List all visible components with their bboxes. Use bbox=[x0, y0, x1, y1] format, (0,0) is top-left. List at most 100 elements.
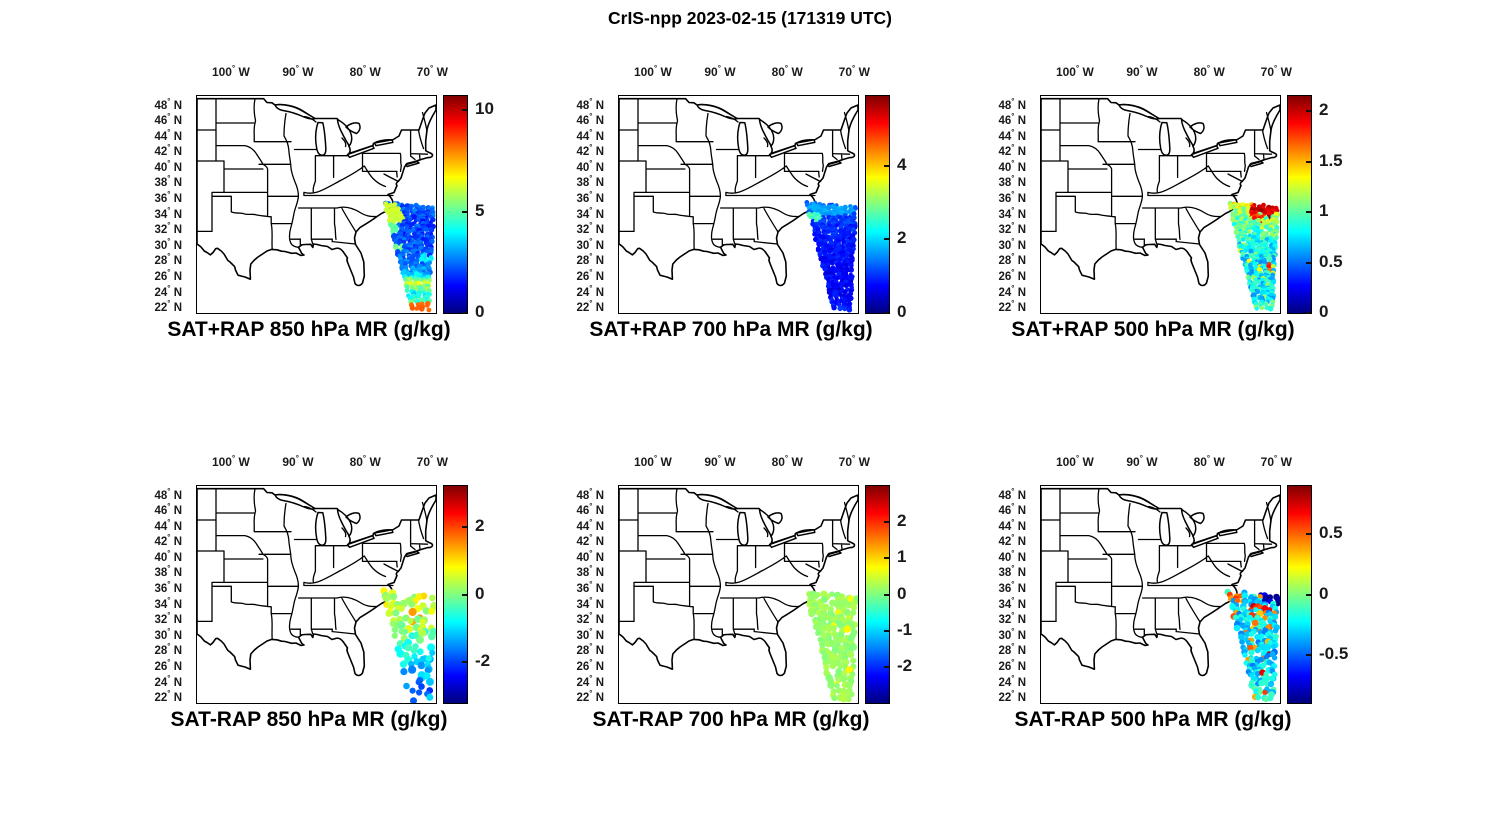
satellite-swath-scatter bbox=[1227, 200, 1280, 312]
lon-tick-label: 90° W bbox=[704, 64, 736, 80]
colorbar-ticks bbox=[1288, 486, 1311, 703]
map-frame bbox=[196, 95, 437, 314]
lat-tick-label: 38° N bbox=[998, 174, 1027, 190]
lat-tick-label: 30° N bbox=[998, 626, 1027, 642]
panel-sat-plus-rap-850: 100° W 90° W 80° W 70° W 48° N 46° N 44° N 42°… bbox=[134, 55, 534, 375]
longitude-axis: 100° W 90° W 80° W 70° W bbox=[196, 454, 448, 475]
colorbar-tick-mark bbox=[462, 312, 467, 314]
lon-tick-label: 90° W bbox=[1126, 64, 1158, 80]
colorbar-tick-mark bbox=[884, 665, 889, 668]
colorbar-tick-mark bbox=[1306, 533, 1311, 536]
panel-title: SAT-RAP 700 hPa MR (g/kg) bbox=[592, 708, 870, 731]
colorbar-tick-label: 10 bbox=[475, 99, 494, 119]
lat-tick-label: 44° N bbox=[154, 517, 183, 533]
lat-tick-label: 34° N bbox=[576, 205, 605, 221]
lat-tick-label: 24° N bbox=[154, 673, 183, 689]
lon-tick-label: 100° W bbox=[211, 454, 250, 470]
lon-tick-label: 70° W bbox=[1260, 64, 1292, 80]
colorbar-tick-mark bbox=[884, 521, 889, 524]
panel-title: SAT-RAP 500 hPa MR (g/kg) bbox=[1014, 708, 1292, 731]
lat-tick-label: 42° N bbox=[154, 143, 183, 159]
lat-tick-label: 40° N bbox=[154, 158, 183, 174]
lat-tick-label: 34° N bbox=[998, 595, 1027, 611]
lon-tick-label: 80° W bbox=[349, 64, 381, 80]
lat-tick-label: 30° N bbox=[154, 236, 183, 252]
colorbar-gradient bbox=[1288, 96, 1311, 313]
lon-tick-label: 70° W bbox=[416, 64, 448, 80]
lat-tick-label: 26° N bbox=[154, 267, 183, 283]
satellite-swath-scatter bbox=[806, 590, 858, 703]
colorbar-labels: -0.5 0 0.5 bbox=[1319, 485, 1375, 702]
colorbar-tick-label: 0 bbox=[897, 583, 907, 603]
lat-tick-label: 24° N bbox=[576, 673, 605, 689]
lat-tick-label: 46° N bbox=[576, 112, 605, 127]
colorbar-tick-label: -1 bbox=[897, 619, 913, 639]
colorbar-tick-label: 2 bbox=[475, 515, 485, 535]
lat-tick-label: 48° N bbox=[576, 96, 605, 112]
lat-tick-label: 32° N bbox=[576, 611, 605, 627]
figure-title: CrIS-npp 2023-02-15 (171319 UTC) bbox=[608, 8, 892, 28]
lat-tick-label: 42° N bbox=[576, 533, 605, 549]
colorbar-tick-label: 0.5 bbox=[1319, 251, 1343, 271]
lat-tick-label: 30° N bbox=[576, 236, 605, 252]
panel-sat-plus-rap-700: 100° W 90° W 80° W 70° W 48° N 46° N 44° N 42°… bbox=[556, 55, 956, 375]
colorbar-tick-label: 0 bbox=[475, 583, 485, 603]
satellite-swath-scatter bbox=[804, 200, 858, 313]
colorbar bbox=[1287, 485, 1312, 704]
colorbar-labels: -2 -1 0 1 2 bbox=[897, 485, 953, 702]
lon-tick-label: 70° W bbox=[838, 64, 870, 80]
lon-tick-label: 70° W bbox=[416, 454, 448, 470]
lat-tick-label: 36° N bbox=[998, 580, 1027, 595]
lat-tick-label: 40° N bbox=[576, 548, 605, 564]
lat-tick-label: 28° N bbox=[998, 252, 1027, 268]
lat-tick-label: 46° N bbox=[154, 112, 183, 127]
longitude-axis: 100° W 90° W 80° W 70° W bbox=[1040, 64, 1292, 85]
map-frame bbox=[196, 485, 437, 704]
panel-sat-plus-rap-500: 100° W 90° W 80° W 70° W 48° N 46° N 44° N 42°… bbox=[978, 55, 1378, 375]
lon-tick-label: 80° W bbox=[771, 64, 803, 80]
colorbar-labels: -2 0 2 bbox=[475, 485, 531, 702]
lat-tick-label: 32° N bbox=[576, 221, 605, 237]
panel-sat-minus-rap-850: 100° W 90° W 80° W 70° W 48° N 46° N 44° N 42°… bbox=[134, 445, 534, 765]
lon-tick-label: 100° W bbox=[211, 64, 250, 80]
lon-tick-label: 90° W bbox=[1126, 454, 1158, 470]
latitude-axis: 48° N 46° N 44° N 42° N 40° N 38° N 36° N 34° N… bbox=[134, 95, 190, 314]
lon-tick-label: 70° W bbox=[1260, 454, 1292, 470]
lat-tick-label: 36° N bbox=[154, 190, 183, 205]
lat-tick-label: 34° N bbox=[998, 205, 1027, 221]
colorbar-tick-label: 0 bbox=[1319, 583, 1329, 603]
lat-tick-label: 44° N bbox=[154, 127, 183, 143]
latitude-axis: 48° N 46° N 44° N 42° N 40° N 38° N 36° N 34° N… bbox=[134, 485, 190, 704]
lat-tick-label: 32° N bbox=[998, 221, 1027, 237]
lat-tick-label: 48° N bbox=[998, 486, 1027, 502]
colorbar-ticks bbox=[866, 486, 889, 703]
lat-tick-label: 48° N bbox=[154, 96, 183, 112]
lat-tick-label: 46° N bbox=[998, 112, 1027, 127]
lat-tick-label: 42° N bbox=[154, 533, 183, 549]
lat-tick-label: 48° N bbox=[998, 96, 1027, 112]
lat-tick-label: 26° N bbox=[998, 267, 1027, 283]
lat-tick-label: 42° N bbox=[576, 143, 605, 159]
map-frame bbox=[1040, 485, 1281, 704]
colorbar-tick-mark bbox=[1306, 261, 1311, 264]
colorbar-tick-mark bbox=[462, 210, 467, 213]
colorbar-tick-mark bbox=[462, 525, 467, 528]
lat-tick-label: 22° N bbox=[154, 299, 183, 314]
lat-tick-label: 34° N bbox=[576, 595, 605, 611]
colorbar bbox=[1287, 95, 1312, 314]
colorbar-ticks bbox=[1288, 96, 1311, 314]
colorbar-tick-mark bbox=[462, 593, 467, 596]
lat-tick-label: 40° N bbox=[576, 158, 605, 174]
us-map bbox=[197, 487, 436, 703]
lon-tick-label: 80° W bbox=[349, 454, 381, 470]
lat-tick-label: 28° N bbox=[154, 252, 183, 268]
lat-tick-label: 28° N bbox=[154, 642, 183, 658]
colorbar-tick-mark bbox=[462, 661, 467, 664]
lon-tick-label: 80° W bbox=[771, 454, 803, 470]
colorbar-ticks bbox=[444, 486, 467, 703]
lat-tick-label: 44° N bbox=[576, 127, 605, 143]
colorbar-gradient bbox=[866, 96, 889, 313]
lat-tick-label: 36° N bbox=[998, 190, 1027, 205]
colorbar-tick-label: 1 bbox=[1319, 201, 1329, 221]
lon-tick-label: 80° W bbox=[1193, 454, 1225, 470]
